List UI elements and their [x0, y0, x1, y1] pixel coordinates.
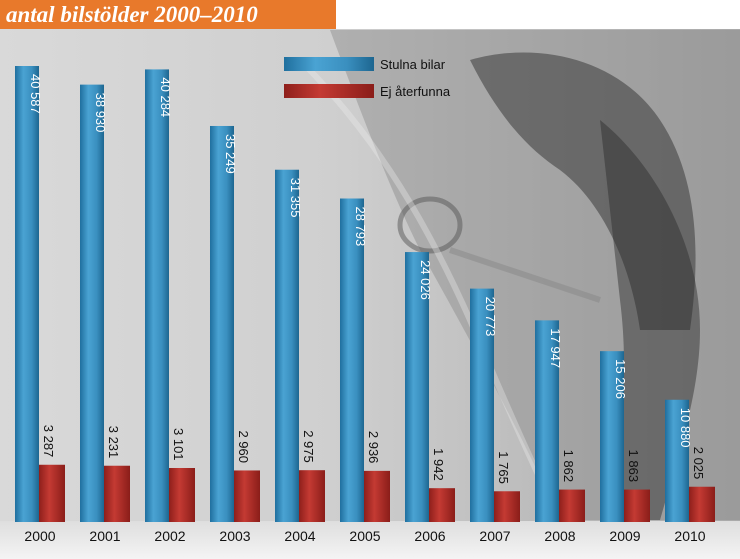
value-label-stulna-bilar-2002: 40 284 — [158, 77, 173, 117]
x-tick-2006: 2006 — [414, 528, 445, 544]
x-tick-2007: 2007 — [479, 528, 510, 544]
bar-stulna-bilar-2004 — [275, 169, 299, 523]
bar-ej-aterfunna-2008 — [559, 489, 585, 522]
value-label-ej-aterfunna-2007: 1 765 — [496, 451, 511, 484]
legend-label-stulna-bilar: Stulna bilar — [380, 57, 446, 72]
value-label-ej-aterfunna-2009: 1 863 — [626, 450, 641, 483]
axis-base — [0, 521, 740, 559]
value-label-stulna-bilar-2010: 10 880 — [678, 408, 693, 448]
bar-ej-aterfunna-2006 — [429, 488, 455, 522]
value-label-stulna-bilar-2006: 24 026 — [418, 260, 433, 300]
value-label-stulna-bilar-2008: 17 947 — [548, 328, 563, 368]
value-label-ej-aterfunna-2004: 2 975 — [301, 430, 316, 463]
chart-title: antal bilstölder 2000–2010 — [6, 2, 258, 27]
value-label-ej-aterfunna-2001: 3 231 — [106, 426, 121, 459]
x-tick-2003: 2003 — [219, 528, 250, 544]
bar-ej-aterfunna-2004 — [299, 470, 325, 522]
value-label-ej-aterfunna-2000: 3 287 — [41, 425, 56, 458]
bar-stulna-bilar-2000 — [15, 66, 39, 522]
value-label-ej-aterfunna-2003: 2 960 — [236, 430, 251, 463]
value-label-stulna-bilar-2007: 20 773 — [483, 297, 498, 337]
legend: Stulna bilar Ej återfunna — [284, 57, 451, 99]
x-tick-labels: 2000 2001 2002 2003 2004 2005 2006 2007 2008 2009… — [24, 528, 705, 544]
value-label-stulna-bilar-2004: 31 355 — [288, 178, 303, 218]
value-label-stulna-bilar-2003: 35 249 — [223, 134, 238, 174]
value-label-ej-aterfunna-2008: 1 862 — [561, 450, 576, 483]
bar-stulna-bilar-2002 — [145, 69, 169, 523]
x-tick-2008: 2008 — [544, 528, 575, 544]
bar-stulna-bilar-2010 — [665, 399, 689, 522]
value-label-stulna-bilar-2009: 15 206 — [613, 359, 628, 399]
value-label-stulna-bilar-2000: 40 587 — [28, 74, 43, 114]
title-banner: antal bilstölder 2000–2010 — [0, 0, 336, 29]
bar-stulna-bilar-2009 — [600, 351, 624, 522]
value-label-stulna-bilar-2001: 38 930 — [93, 93, 108, 133]
legend-swatch-ej-aterfunna — [284, 84, 374, 98]
bar-stulna-bilar-2001 — [80, 84, 104, 522]
value-label-ej-aterfunna-2010: 2 025 — [691, 447, 706, 480]
value-label-ej-aterfunna-2006: 1 942 — [431, 448, 446, 481]
bar-ej-aterfunna-2003 — [234, 470, 260, 522]
bars: 40 587 3 287 38 930 3 231 40 284 3 101 35 249 2… — [15, 66, 715, 523]
bar-stulna-bilar-2006 — [405, 252, 429, 523]
bar-stulna-bilar-2008 — [535, 320, 559, 522]
bar-stulna-bilar-2007 — [470, 288, 494, 522]
x-tick-2004: 2004 — [284, 528, 315, 544]
bar-ej-aterfunna-2007 — [494, 491, 520, 522]
value-label-stulna-bilar-2005: 28 793 — [353, 207, 368, 247]
bar-ej-aterfunna-2001 — [104, 465, 130, 522]
bar-ej-aterfunna-2010 — [689, 486, 715, 522]
bar-ej-aterfunna-2000 — [39, 464, 65, 522]
value-label-ej-aterfunna-2002: 3 101 — [171, 428, 186, 461]
value-label-ej-aterfunna-2005: 2 936 — [366, 431, 381, 464]
bar-stulna-bilar-2005 — [340, 198, 364, 522]
bar-stulna-bilar-2003 — [210, 125, 234, 523]
x-tick-2009: 2009 — [609, 528, 640, 544]
x-tick-2010: 2010 — [674, 528, 705, 544]
x-tick-2002: 2002 — [154, 528, 185, 544]
bar-ej-aterfunna-2009 — [624, 489, 650, 522]
bar-ej-aterfunna-2002 — [169, 467, 195, 522]
x-tick-2005: 2005 — [349, 528, 380, 544]
bar-ej-aterfunna-2005 — [364, 470, 390, 522]
legend-label-ej-aterfunna: Ej återfunna — [380, 84, 451, 99]
legend-swatch-stulna-bilar — [284, 57, 374, 71]
x-tick-2001: 2001 — [89, 528, 120, 544]
x-tick-2000: 2000 — [24, 528, 55, 544]
